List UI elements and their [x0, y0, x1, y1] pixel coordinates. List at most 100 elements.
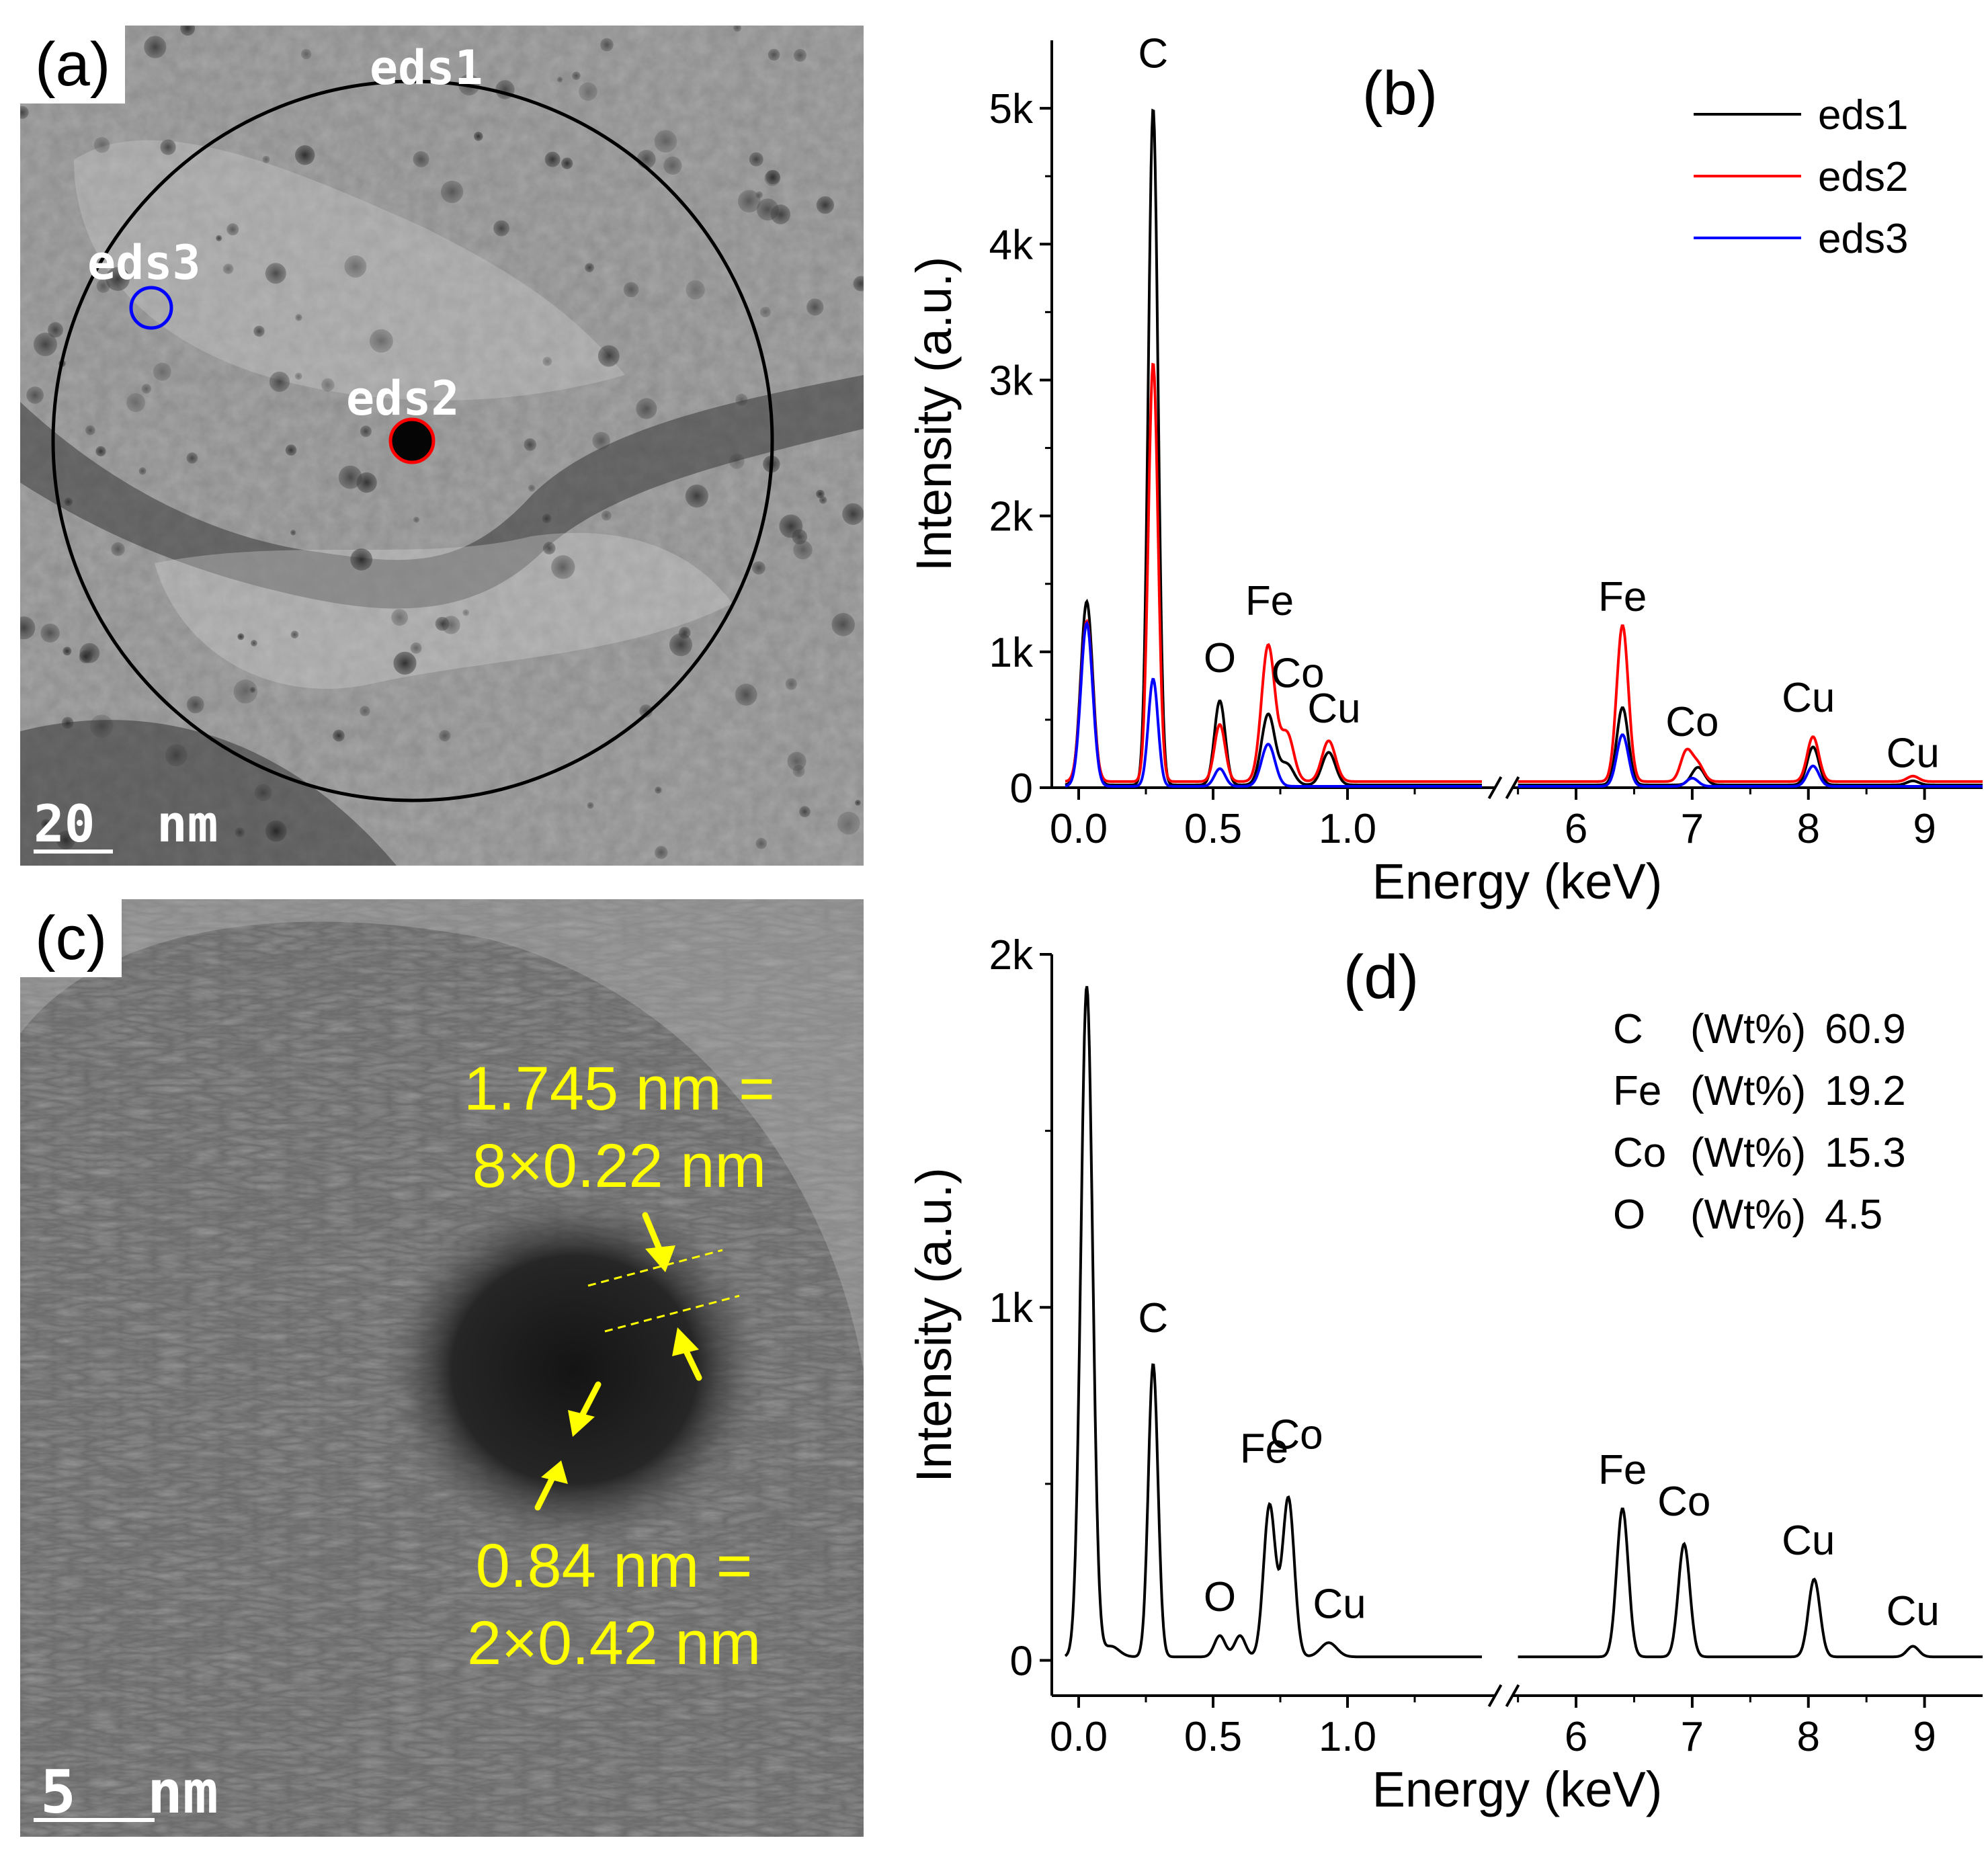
nanoparticle-dot [735, 393, 748, 406]
nanoparticle-dot [165, 744, 188, 767]
nanoparticle-dot [544, 151, 561, 167]
eds3-label: eds3 [87, 235, 201, 290]
nanoparticle-dot [93, 136, 110, 153]
x-tick-label-right: 8 [1796, 1714, 1819, 1760]
nanoparticle-dot [837, 811, 860, 835]
nanoparticle-dot [249, 687, 256, 693]
nanoparticle-dot [369, 329, 393, 353]
peak-label: C [1138, 30, 1168, 77]
series-eds3-line [1518, 733, 1983, 788]
y-axis-title: Intensity (a.u.) [906, 257, 962, 572]
nanoparticle-dot [597, 345, 620, 367]
nanoparticle-dot [138, 467, 147, 475]
scale-label-a: 20 nm [34, 794, 218, 854]
series-spectrum-line [1518, 1507, 1983, 1659]
nanoparticle-dot [542, 513, 552, 524]
nanoparticle-dot [34, 332, 57, 356]
x-tick-label-left: 0.0 [1050, 1714, 1108, 1760]
nanoparticle-dot [785, 678, 797, 690]
nanoparticle-dot [600, 38, 614, 52]
nanoparticle-dot [749, 152, 763, 167]
legend-label-eds2: eds2 [1818, 154, 1908, 200]
nanoparticle-dot [601, 510, 612, 521]
nanoparticle-dot [440, 180, 464, 204]
x-tick-label-left: 1.0 [1319, 1714, 1376, 1760]
nanoparticle-dot [350, 548, 373, 571]
lattice-annotation-bottom-line1: 0.84 nm = [475, 1532, 753, 1600]
nanoparticle-dot [855, 800, 861, 806]
peak-label: Cu [1313, 1581, 1366, 1627]
nanoparticle-dot [48, 322, 63, 338]
peak-label: Fe [1598, 1447, 1647, 1493]
nanoparticle-dot [153, 362, 171, 381]
lattice-annotation-bottom: 0.84 nm = 2×0.42 nm [467, 1528, 761, 1682]
nanoparticle-dot [654, 130, 677, 153]
nanoparticle-dot [141, 384, 151, 394]
nanoparticle-dot [524, 438, 536, 451]
nanoparticle-dot [528, 485, 536, 492]
nanoparticle-dot [294, 372, 302, 380]
tem-image-a: (a) eds1 eds2 eds3 20 nm [20, 26, 864, 866]
peak-label: Fe [1240, 1425, 1288, 1472]
x-axis-title: Energy (keV) [1372, 1762, 1663, 1817]
nanoparticle-dot [20, 106, 29, 119]
nanoparticle-dot [160, 139, 176, 155]
peak-label: C [1138, 1295, 1168, 1341]
tem-image-c-svg [20, 899, 864, 1837]
nanoparticle-dot [685, 485, 708, 508]
composition-unit: (Wt%) [1690, 1192, 1806, 1238]
y-tick-label: 2k [989, 494, 1034, 540]
eds1-label: eds1 [370, 40, 483, 95]
nanoparticle-dot [63, 647, 72, 656]
x-tick-label-left: 0.5 [1184, 1714, 1242, 1760]
y-tick-label: 3k [989, 358, 1034, 404]
nanoparticle-dot [759, 306, 771, 318]
peak-label: Cu [1782, 1518, 1835, 1564]
series-eds2-line [1518, 624, 1983, 783]
peak-label: Cu [1887, 731, 1940, 777]
eds2-region-circle [388, 417, 436, 464]
nanoparticle-dot [290, 530, 296, 536]
panel-label-b: (b) [1362, 59, 1438, 128]
x-tick-label-right: 7 [1681, 1714, 1704, 1760]
nanoparticle-dot [186, 696, 204, 714]
nanoparticle-dot [235, 827, 245, 837]
x-axis-title: Energy (keV) [1372, 854, 1663, 909]
eds3-region-circle [129, 286, 173, 330]
peak-label: Co [1271, 650, 1324, 696]
nanoparticle-dot [551, 555, 575, 579]
nanoparticle-dot [413, 516, 420, 523]
nanoparticle-dot [735, 684, 757, 706]
scale-label-c: 5 nm [40, 1757, 218, 1827]
legend-label-eds1: eds1 [1818, 92, 1908, 138]
scale-bar-c [34, 1818, 155, 1822]
peak-label: Co [1270, 1411, 1323, 1458]
nanoparticle-dot [85, 425, 95, 436]
nanoparticle-dot [106, 267, 130, 291]
nanoparticle-dot [356, 472, 377, 493]
nanoparticle-dot [61, 716, 74, 729]
nanoparticle-dot [655, 786, 662, 794]
nanoparticle-dot [226, 223, 239, 236]
composition-element: C [1613, 1006, 1643, 1052]
nanoparticle-dot [678, 626, 691, 639]
nanoparticle-dot [393, 651, 417, 675]
lattice-annotation-top-line2: 8×0.22 nm [472, 1132, 767, 1200]
nanoparticle-dot [233, 679, 258, 704]
nanoparticle-dot [474, 132, 483, 141]
x-tick-label-right: 7 [1681, 806, 1704, 852]
nanoparticle-dot [26, 386, 44, 404]
nanoparticle-dot [253, 325, 265, 337]
nanoparticle-dot [793, 540, 813, 560]
y-tick-label: 4k [989, 222, 1034, 268]
series-eds3-line [1065, 620, 1482, 788]
nanoparticle-dot [262, 155, 270, 163]
nanoparticle-dot [738, 190, 761, 213]
panel-label-c: (c) [20, 899, 122, 977]
y-axis-title: Intensity (a.u.) [906, 1167, 962, 1483]
eds1-region-circle [51, 79, 774, 802]
nanoparticle-dot [493, 220, 509, 237]
y-tick-label: 0 [1010, 1638, 1033, 1684]
nanoparticle-dot [265, 263, 286, 284]
composition-element: O [1613, 1192, 1645, 1238]
